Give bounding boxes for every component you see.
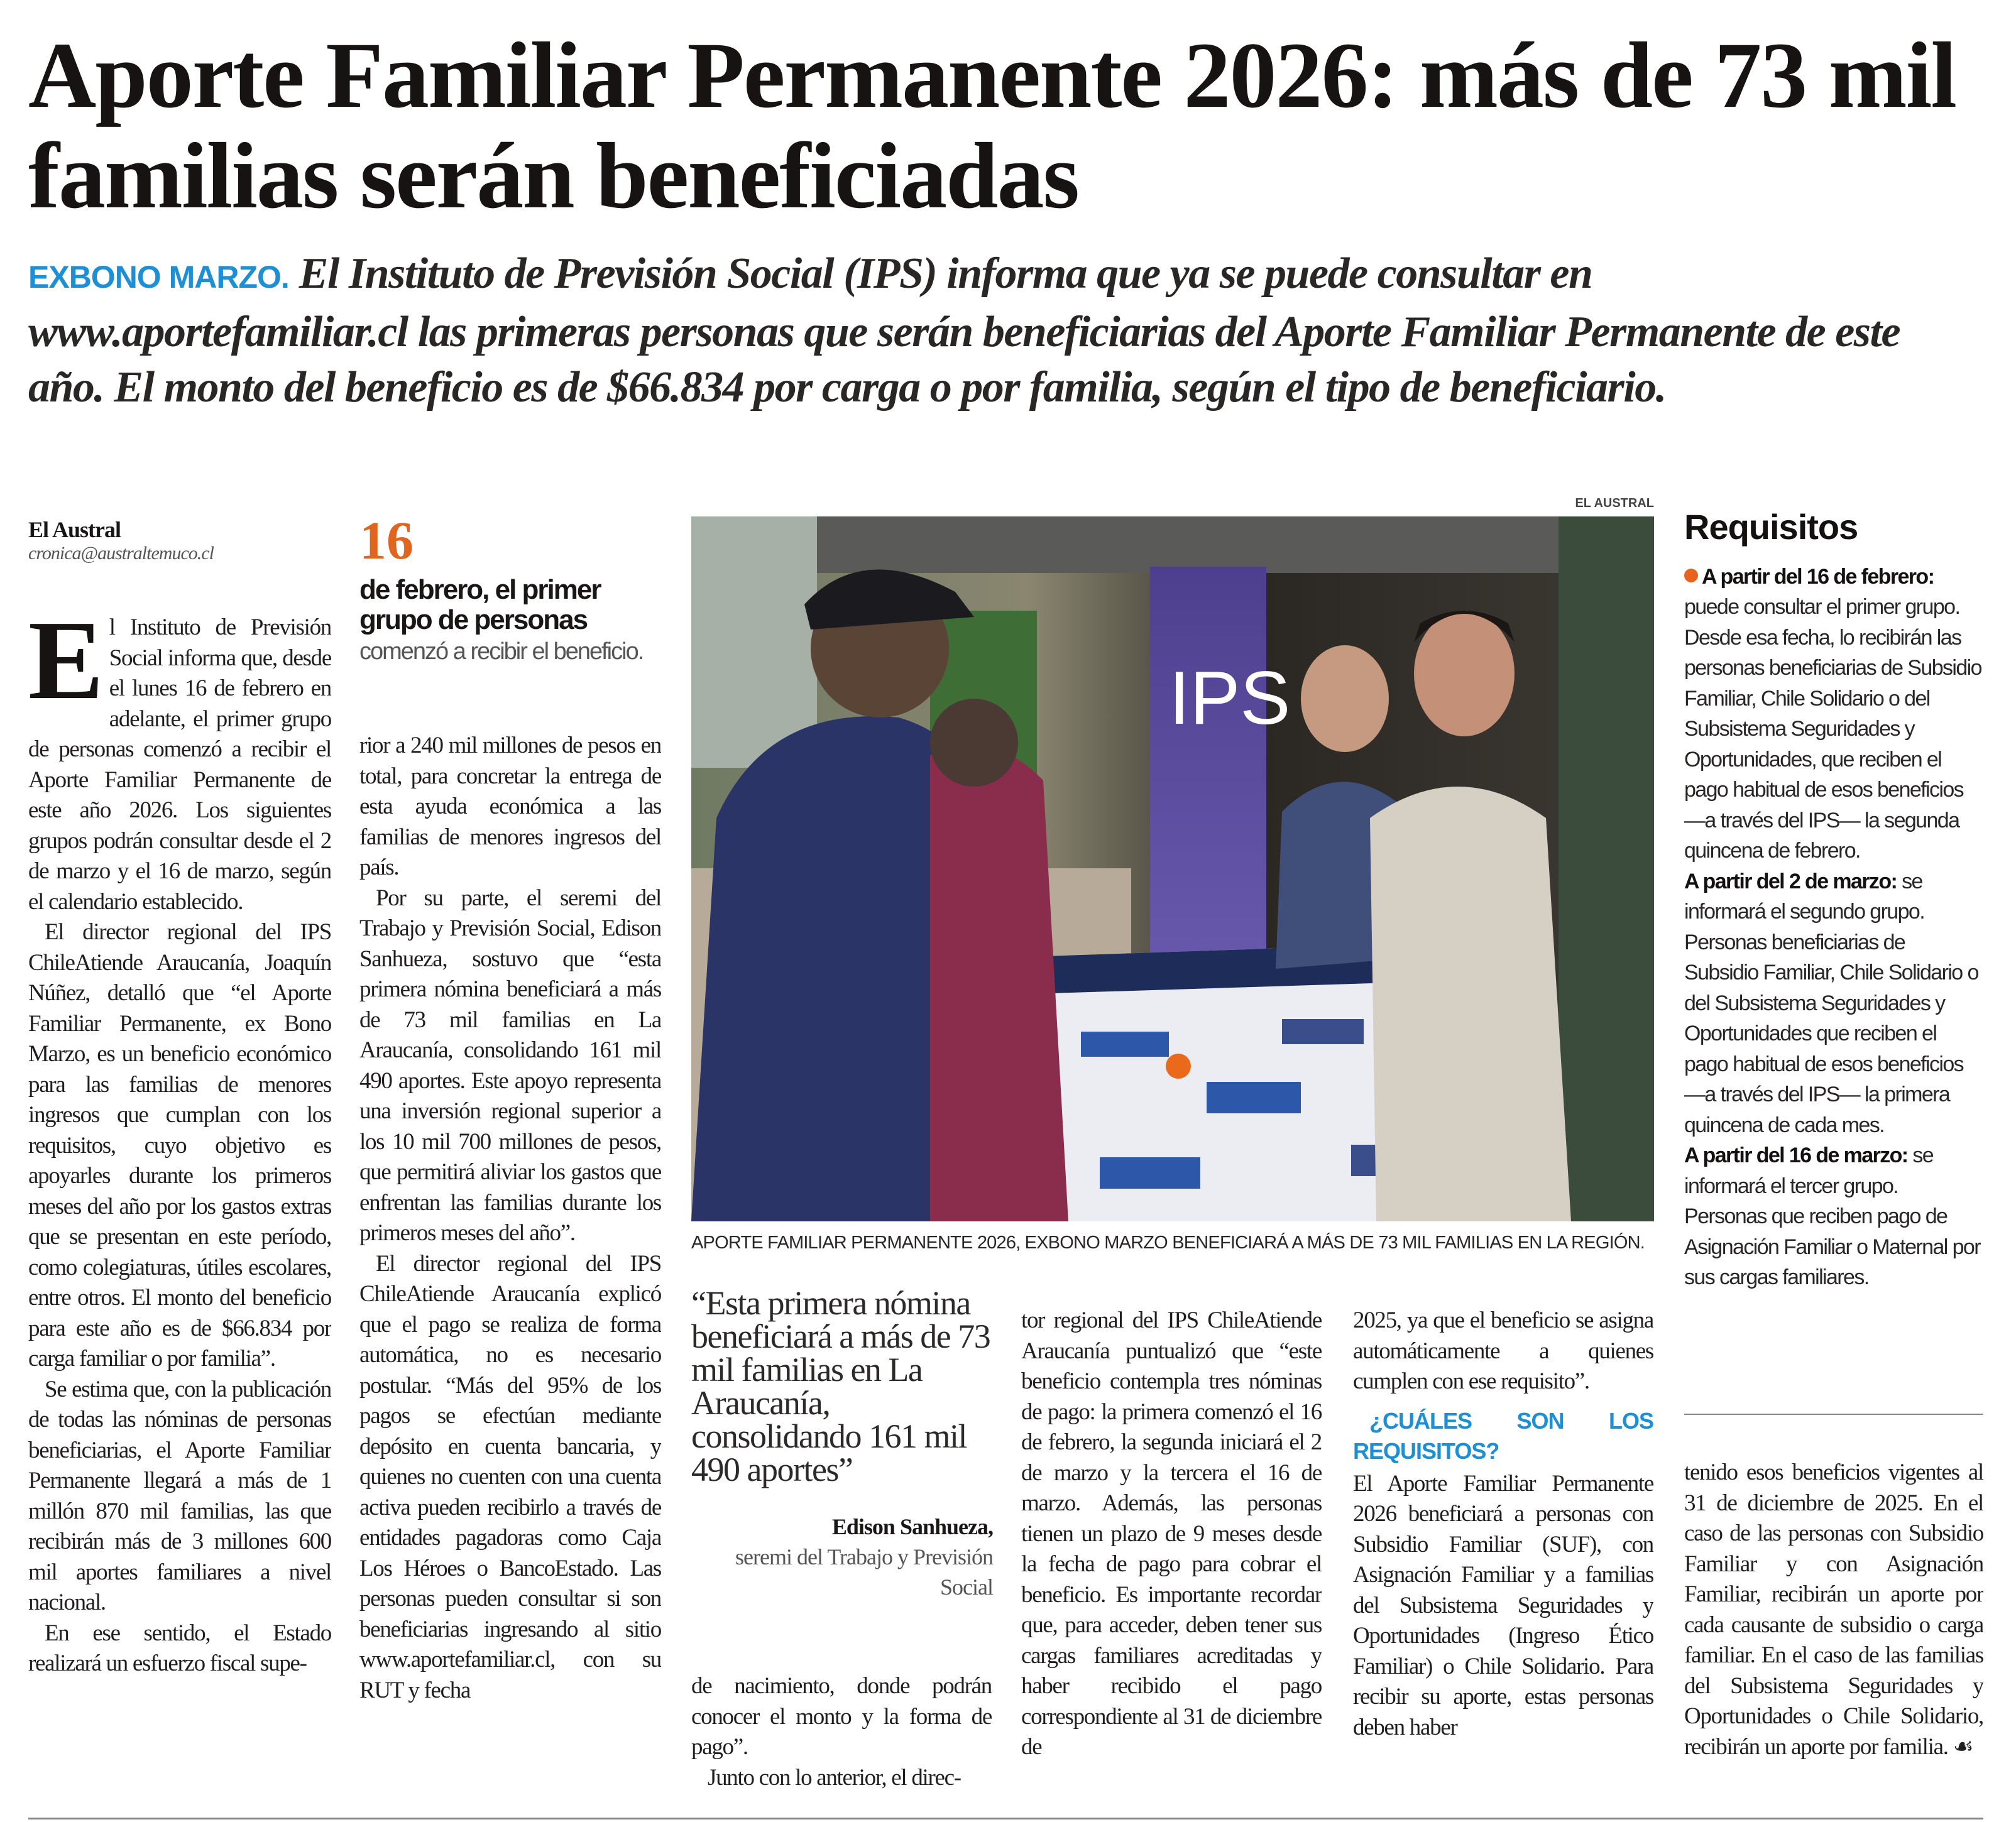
- pull-quote: “Esta primera nómina beneficiará a más d…: [691, 1284, 994, 1602]
- section-heading: ¿CUÁLES SON LOS REQUISITOS?: [1353, 1407, 1653, 1464]
- highlight-text: de febrero, el primer grupo de personas …: [359, 575, 661, 667]
- paragraph: Por su parte, el seremi del Trabajo y Pr…: [359, 885, 661, 1246]
- paragraph: El director regional del IPS ChileAtiend…: [28, 919, 331, 1372]
- article-photo: IPS: [691, 516, 1654, 1221]
- item-label: A partir del 16 de febrero:: [1702, 564, 1935, 589]
- deck-kicker: EXBONO MARZO.: [28, 259, 290, 295]
- item-text: se informará el tercer grupo. Personas q…: [1684, 1143, 1981, 1289]
- bottom-divider: [28, 1818, 1983, 1819]
- paragraph: Junto con lo anterior, el direc-: [708, 1764, 961, 1791]
- drop-cap: E: [28, 613, 104, 723]
- column-2: rior a 240 mil millones de pesos en tota…: [359, 731, 661, 1794]
- paragraph: tenido esos beneficios vigentes al 31 de…: [1684, 1458, 1983, 1762]
- author-email[interactable]: cronica@australtemuco.cl: [28, 543, 214, 564]
- ips-banner: [1150, 567, 1266, 1006]
- end-mark-icon: ☙: [1953, 1733, 1974, 1760]
- quote-name: Edison Sanhueza,: [831, 1514, 994, 1539]
- deck: EXBONO MARZO. El Instituto de Previsión …: [28, 246, 1976, 415]
- column-3: de nacimiento, donde podrán conocer el m…: [691, 1671, 992, 1797]
- paragraph: l Instituto de Previsión Social informa …: [28, 614, 331, 915]
- paragraph: En ese sentido, el Estado realizará un e…: [28, 1620, 331, 1677]
- photo-credit: EL AUSTRAL: [1575, 496, 1654, 510]
- paragraph: tor regional del IPS ChileAtiende Arauca…: [1021, 1307, 1322, 1760]
- person-right: [1370, 787, 1571, 1221]
- photo-caption: APORTE FAMILIAR PERMANENTE 2026, EXBONO …: [691, 1233, 1645, 1253]
- column-4: tor regional del IPS ChileAtiende Arauca…: [1021, 1306, 1322, 1796]
- highlight-number: 16: [359, 510, 414, 570]
- column-1: E l Instituto de Previsión Social inform…: [28, 613, 331, 1794]
- paragraph-text: tenido esos beneficios vigentes al 31 de…: [1684, 1459, 1983, 1760]
- byline: El Austral: [28, 517, 121, 542]
- byline-block: El Austral cronica@australtemuco.cl: [28, 516, 330, 564]
- quote-text: “Esta primera nómina beneficiará a más d…: [691, 1284, 991, 1488]
- paragraph: El Aporte Familiar Permanente 2026 benef…: [1353, 1470, 1653, 1740]
- item-label: A partir del 2 de marzo:: [1684, 869, 1898, 893]
- sidebar-title: Requisitos: [1684, 507, 1858, 547]
- item-text: se informará el segundo grupo. Personas …: [1684, 869, 1979, 1137]
- photo-scene: IPS: [691, 516, 1654, 1221]
- deck-text: El Instituto de Previsión Social (IPS) i…: [28, 249, 1901, 412]
- sidebar-item: A partir del 2 de marzo: se informará el…: [1684, 866, 1983, 1141]
- paragraph: rior a 240 mil millones de pesos en tota…: [359, 733, 661, 880]
- sidebar-item: A partir del 16 de marzo: se informará e…: [1684, 1140, 1983, 1293]
- highlight-rest: comenzó a recibir el beneficio.: [359, 638, 644, 665]
- highlight-box: 16 de febrero, el primer grupo de person…: [359, 512, 661, 667]
- paragraph: de nacimiento, donde podrán conocer el m…: [691, 1673, 992, 1760]
- column-6: tenido esos beneficios vigentes al 31 de…: [1684, 1458, 1983, 1797]
- banner-logo: IPS: [1169, 656, 1290, 740]
- paragraph: Se estima que, con la publicación de tod…: [28, 1376, 331, 1616]
- item-label: A partir del 16 de marzo:: [1684, 1143, 1909, 1167]
- column-5: 2025, ya que el beneficio se asigna auto…: [1353, 1306, 1653, 1796]
- item-text: puede consultar el primer grupo. Desde e…: [1684, 595, 1983, 863]
- bullet-icon: [1684, 568, 1698, 582]
- paragraph: 2025, ya que el beneficio se asigna auto…: [1353, 1307, 1653, 1394]
- quote-role: seremi del Trabajo y Previsión Social: [735, 1544, 994, 1600]
- quote-attribution: Edison Sanhueza, seremi del Trabajo y Pr…: [691, 1512, 994, 1602]
- requirements-sidebar: Requisitos A partir del 16 de febrero: p…: [1684, 507, 1983, 1293]
- highlight-bold: de febrero, el primer grupo de personas: [359, 574, 601, 635]
- paragraph: El director regional del IPS ChileAtiend…: [359, 1250, 661, 1703]
- headline: Aporte Familiar Permanente 2026: más de …: [28, 23, 1957, 228]
- sidebar-item: A partir del 16 de febrero: puede consul…: [1684, 562, 1983, 866]
- sidebar-divider: [1684, 1414, 1983, 1415]
